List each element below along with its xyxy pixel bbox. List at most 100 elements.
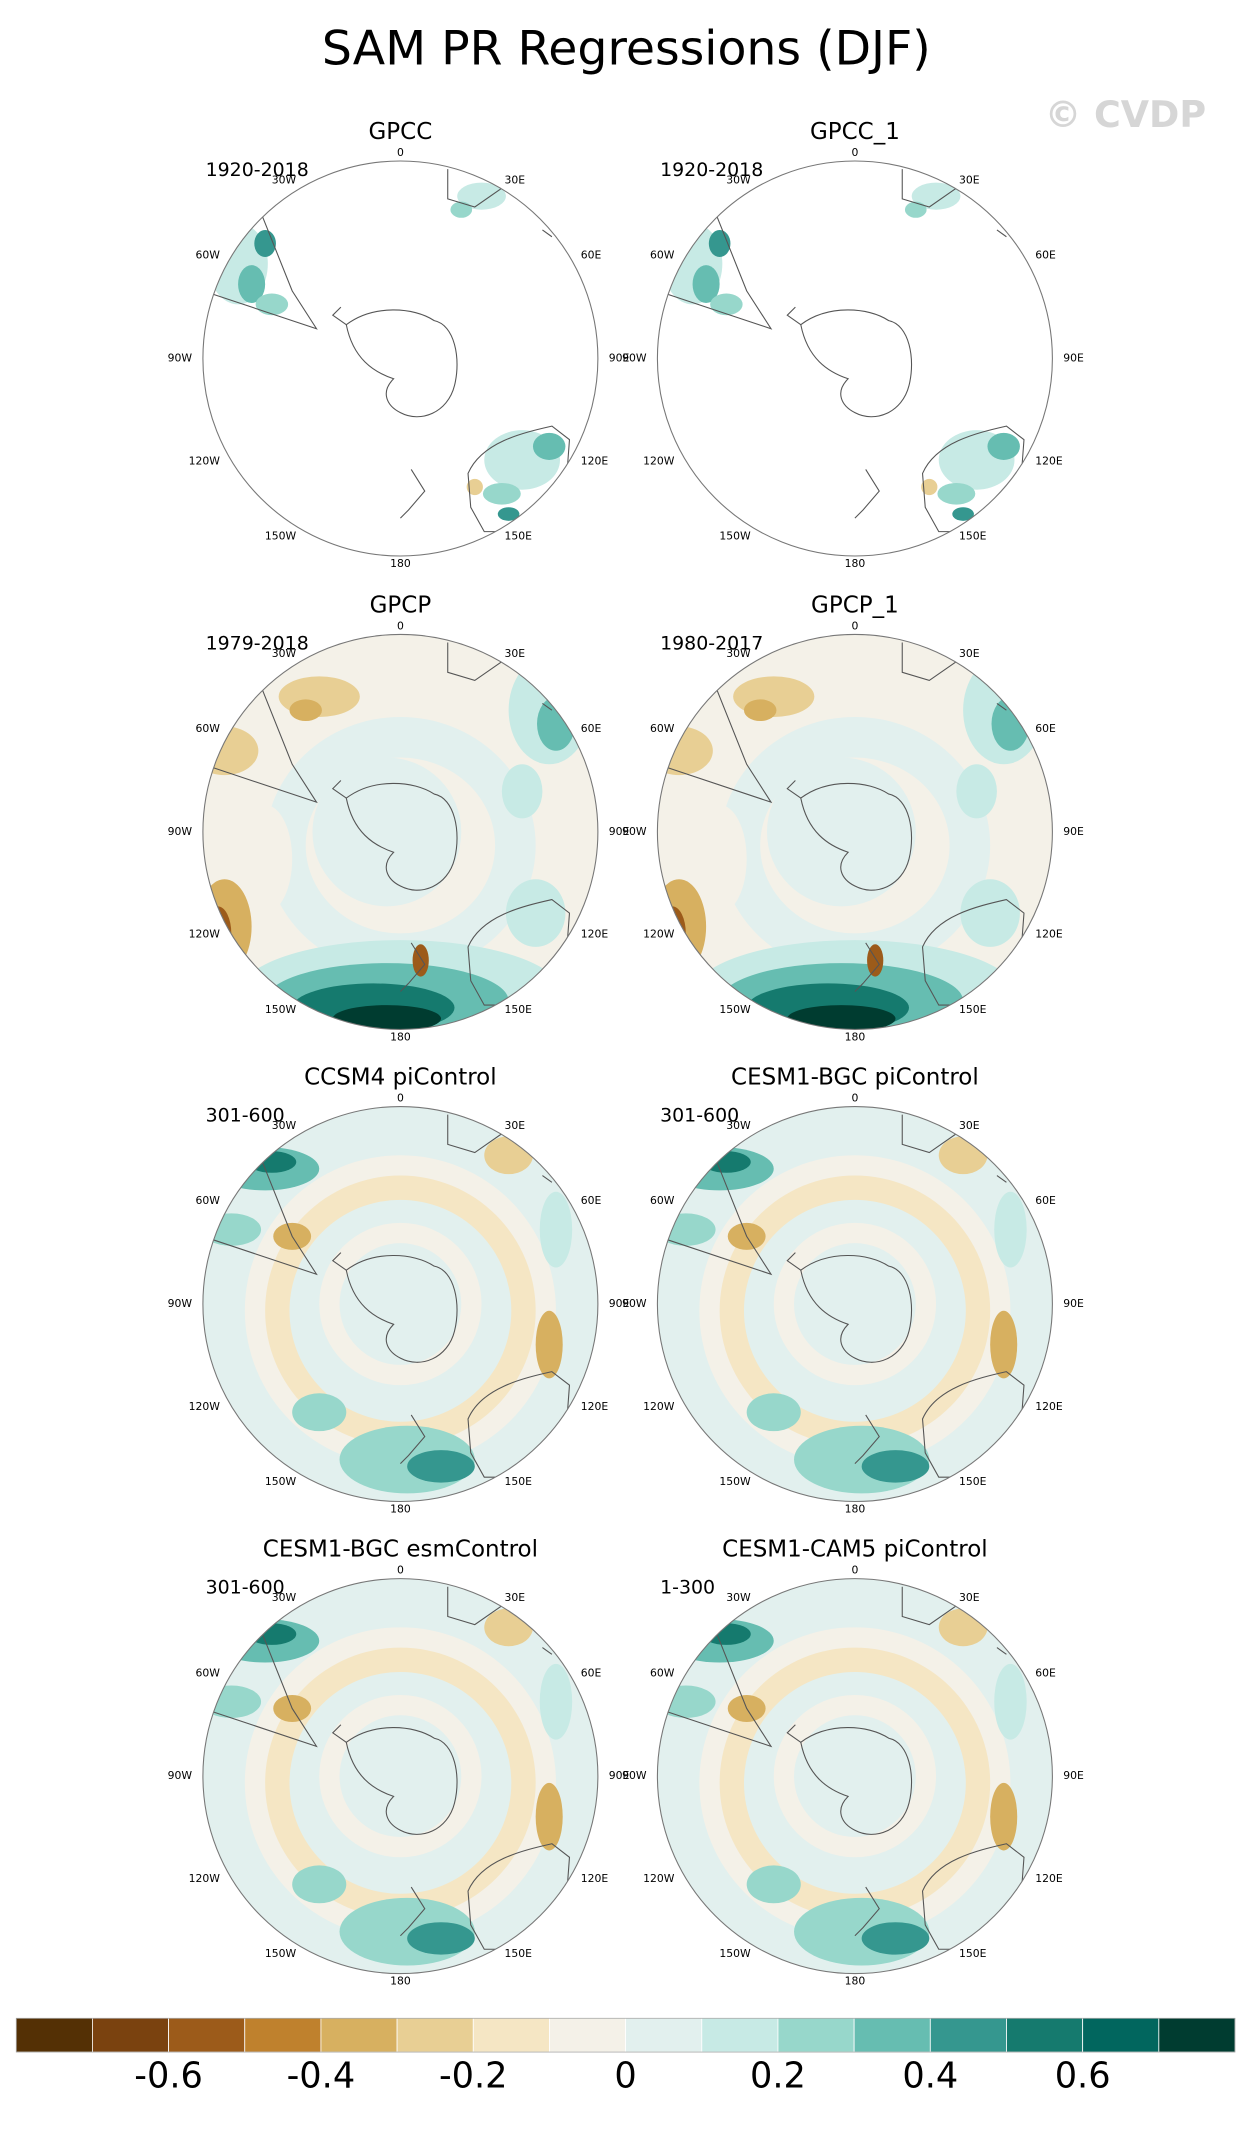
coastline [786, 306, 802, 326]
longitude-label: 90E [1063, 1769, 1084, 1782]
contour-blob [662, 1412, 696, 1467]
contour-blob [794, 1243, 916, 1365]
contour-blob [861, 1450, 930, 1483]
coastline [786, 1724, 802, 1743]
longitude-label: 150E [959, 1947, 987, 1960]
coastline [542, 1175, 553, 1183]
longitude-label: 30E [505, 173, 526, 186]
longitude-label: 60W [196, 1194, 221, 1207]
colorbar-frame [15, 2017, 1236, 2053]
contour-blob [238, 804, 293, 914]
longitude-label: 60W [650, 249, 675, 262]
map-field [202, 634, 598, 1030]
panel-title: CESM1-CAM5 piControl [722, 1537, 988, 1563]
contour-blob [937, 482, 976, 505]
contour-blob [952, 507, 974, 521]
longitude-label: 90E [1063, 1297, 1084, 1310]
contour-blob [794, 1715, 916, 1837]
contour-blob [255, 293, 289, 316]
colorbar-box [853, 2017, 931, 2053]
longitude-label: 150E [959, 530, 987, 543]
longitude-label: 150W [719, 1947, 751, 1960]
longitude-label: 180 [845, 1503, 866, 1516]
colorbar-box [472, 2017, 550, 2053]
longitude-label: 30E [959, 173, 980, 186]
map-panel: GPCC 1920-2018 0 30E 60E 90E 120E 150E 180 150W 12… [168, 119, 630, 570]
coastline [400, 1414, 426, 1465]
longitude-label: 90W [622, 351, 647, 364]
coastline [800, 782, 912, 891]
contour-blob [990, 1310, 1018, 1379]
contour-blob [904, 201, 927, 218]
coastline [542, 229, 553, 238]
contour-blob [289, 699, 322, 722]
coastline [331, 306, 347, 326]
contour-blob [991, 696, 1030, 751]
coastline [996, 1175, 1007, 1183]
colorbar-box [15, 2017, 93, 2053]
contour-blob [202, 1213, 262, 1246]
longitude-label: 150E [505, 530, 533, 543]
longitude-label: 120E [1035, 1400, 1063, 1413]
panel-title: GPCP [370, 593, 432, 619]
contour-blob [657, 1213, 716, 1246]
contour-blob [746, 1865, 801, 1904]
contour-blob [994, 1663, 1027, 1740]
longitude-label: 150W [265, 1947, 297, 1960]
contour-blob [482, 482, 521, 505]
longitude-label: 90E [1063, 825, 1084, 838]
contour-blob [535, 1310, 563, 1379]
coastline [331, 1724, 347, 1743]
coastline [996, 1647, 1007, 1655]
map-field [657, 1578, 1053, 1974]
contour-blob [1013, 687, 1035, 720]
longitude-label: 60E [1035, 249, 1056, 262]
coastline [400, 942, 426, 992]
longitude-label: 60E [581, 1666, 602, 1679]
coastline [800, 1254, 912, 1363]
map-border [202, 633, 599, 1030]
contour-blob [457, 182, 506, 210]
colorbar-box [549, 2017, 627, 2053]
longitude-label: 180 [390, 557, 411, 570]
colorbar-tick-label: 0.2 [750, 2056, 806, 2097]
contour-blob [535, 1782, 563, 1851]
map-border [656, 160, 1053, 557]
coastline [996, 702, 1007, 711]
longitude-label: 120E [581, 1400, 609, 1413]
coastline [542, 702, 553, 711]
longitude-label: 0 [851, 1563, 858, 1576]
coastline [345, 1727, 458, 1835]
contour-blob [312, 757, 462, 907]
longitude-label: 90W [168, 1769, 193, 1782]
map-border [656, 633, 1053, 1030]
coastline [400, 469, 426, 519]
longitude-label: 60W [650, 722, 675, 735]
longitude-label: 30W [272, 173, 297, 186]
longitude-label: 60W [650, 1194, 675, 1207]
longitude-label: 30E [959, 647, 980, 660]
contour-blob [450, 201, 473, 218]
longitude-label: 150E [959, 1003, 987, 1016]
colorbar-box [168, 2017, 246, 2053]
map-field [202, 1106, 598, 1502]
longitude-label: 150W [719, 530, 751, 543]
longitude-label: 0 [397, 1091, 404, 1104]
map-background [657, 160, 1053, 556]
longitude-label: 90E [609, 351, 630, 364]
contour-blob [657, 879, 707, 974]
longitude-label: 180 [845, 557, 866, 570]
longitude-label: 90W [622, 1769, 647, 1782]
longitude-label: 60E [581, 1194, 602, 1207]
coastline [854, 942, 880, 992]
map-panel: GPCC_1 1920-2018 0 30E 60E 90E 120E 150E 180 150W… [622, 119, 1084, 570]
colorbar-box [929, 2017, 1007, 2053]
longitude-label: 30E [505, 647, 526, 660]
longitude-label: 120E [581, 928, 609, 941]
contour-blob [911, 182, 961, 210]
contour-blob [746, 1393, 801, 1432]
longitude-label: 90E [609, 1769, 630, 1782]
contour-blob [921, 478, 938, 496]
colorbar-box [1006, 2017, 1084, 2053]
